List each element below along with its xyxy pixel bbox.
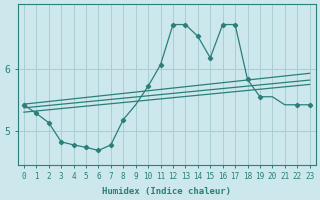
X-axis label: Humidex (Indice chaleur): Humidex (Indice chaleur) [102, 187, 231, 196]
